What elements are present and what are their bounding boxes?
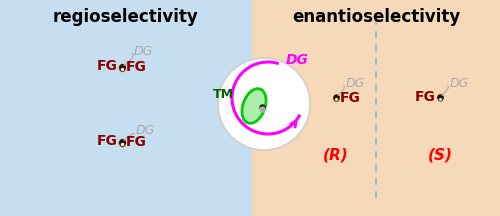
Text: FG: FG [126, 135, 146, 149]
Text: FG: FG [97, 59, 118, 73]
Bar [252, 0, 500, 216]
Text: FG: FG [97, 134, 118, 148]
Text: DG: DG [136, 124, 155, 137]
Text: TM: TM [213, 87, 234, 100]
Ellipse shape [218, 58, 310, 150]
Text: DG: DG [346, 77, 365, 90]
Text: FG: FG [340, 91, 360, 105]
Text: DG: DG [450, 77, 469, 90]
Text: FG: FG [415, 91, 436, 105]
Bar [0, 0, 252, 216]
Text: (R): (R) [323, 148, 349, 162]
Text: regioselectivity: regioselectivity [53, 8, 199, 26]
Text: enantioselectivity: enantioselectivity [292, 8, 460, 26]
Text: DG: DG [134, 45, 153, 58]
Text: (S): (S) [428, 148, 452, 162]
Text: FG: FG [126, 60, 146, 74]
Ellipse shape [242, 89, 266, 123]
Text: DG: DG [286, 53, 309, 67]
